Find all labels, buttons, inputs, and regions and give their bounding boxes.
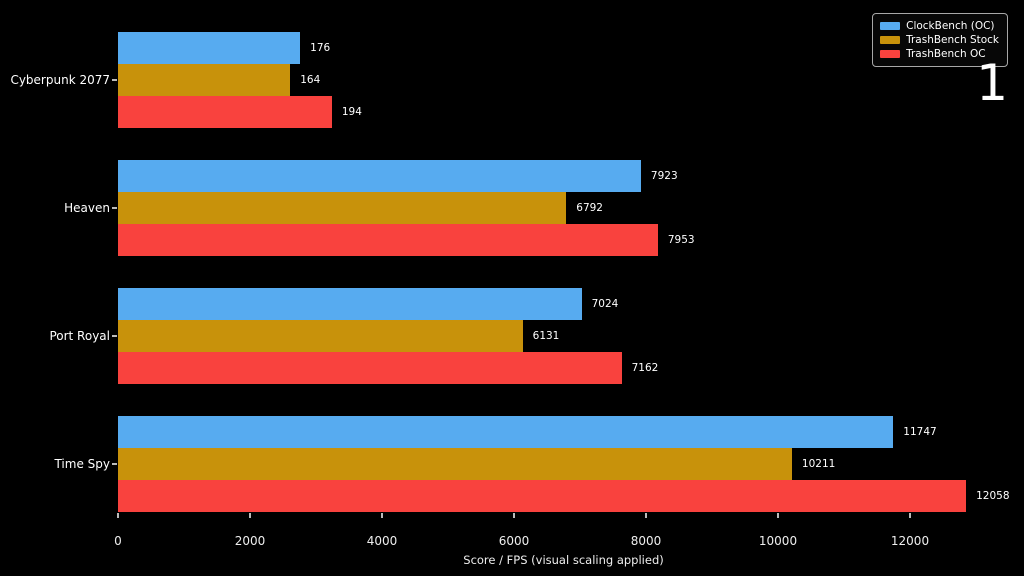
bar-value-label: 7953 <box>667 234 695 246</box>
bar-trashbench-oc <box>118 96 332 128</box>
bar-value-label: 6792 <box>576 202 603 214</box>
bar-trashbench-stock <box>118 448 792 480</box>
legend-row: TrashBench Stock <box>880 33 999 47</box>
y-axis-tick <box>112 335 117 337</box>
bar-trashbench-stock <box>118 320 523 352</box>
legend-row: TrashBench OC <box>880 47 999 61</box>
bar-value-label: 11747 <box>903 426 937 438</box>
x-axis-tick <box>513 513 515 518</box>
bar-value-label: 7923 <box>650 170 678 182</box>
legend-label: TrashBench OC <box>906 48 986 60</box>
y-axis-tick <box>112 463 117 465</box>
category-label: Port Royal <box>49 329 110 343</box>
category-label: Heaven <box>64 201 110 215</box>
y-axis-tick <box>112 79 117 81</box>
legend-swatch-trashbench-oc <box>880 50 901 58</box>
legend-swatch-trashbench-stock <box>880 36 901 44</box>
bar-value-label: 164 <box>300 74 321 86</box>
bar-value-label: 194 <box>341 106 362 118</box>
legend-row: ClockBench (OC) <box>880 19 999 33</box>
x-axis-tick-label: 10000 <box>758 534 798 548</box>
legend-label: ClockBench (OC) <box>906 20 995 32</box>
category-label: Cyberpunk 2077 <box>10 73 110 87</box>
x-axis-tick <box>777 513 779 518</box>
x-axis-tick <box>381 513 383 518</box>
x-axis-tick-label: 0 <box>114 534 122 548</box>
bar-value-label: 7162 <box>631 362 659 374</box>
bar-trashbench-oc <box>118 480 967 512</box>
bar-value-label: 6131 <box>532 330 560 342</box>
bar-clockbench-oc- <box>118 160 641 192</box>
x-axis-tick <box>909 513 911 518</box>
category-label: Time Spy <box>54 457 110 471</box>
x-axis-tick-label: 8000 <box>630 534 662 548</box>
bar-value-label: 7024 <box>591 298 619 310</box>
bar-clockbench-oc- <box>118 416 894 448</box>
bar-trashbench-oc <box>118 224 658 256</box>
legend: ClockBench (OC) TrashBench Stock TrashBe… <box>872 13 1008 67</box>
slide-number: 1 <box>976 54 1008 112</box>
x-axis-tick-label: 6000 <box>498 534 530 548</box>
bar-trashbench-oc <box>118 352 622 384</box>
legend-swatch-clockbench-oc <box>880 22 901 30</box>
legend-label: TrashBench Stock <box>906 34 999 46</box>
bar-value-label: 10211 <box>801 458 836 470</box>
x-axis-tick <box>117 513 119 518</box>
bar-clockbench-oc- <box>118 32 301 64</box>
bar-value-label: 12058 <box>976 490 1010 502</box>
bar-trashbench-stock <box>118 192 567 224</box>
bar-value-label: 176 <box>310 42 331 54</box>
x-axis-tick-label: 2000 <box>234 534 266 548</box>
bar-trashbench-stock <box>118 64 291 96</box>
x-axis-tick <box>645 513 647 518</box>
bar-clockbench-oc- <box>118 288 582 320</box>
y-axis-tick <box>112 207 117 209</box>
x-axis-label: Score / FPS (visual scaling applied) <box>463 553 664 567</box>
x-axis-tick-label: 4000 <box>366 534 398 548</box>
x-axis-tick <box>249 513 251 518</box>
x-axis-tick-label: 12000 <box>890 534 930 548</box>
